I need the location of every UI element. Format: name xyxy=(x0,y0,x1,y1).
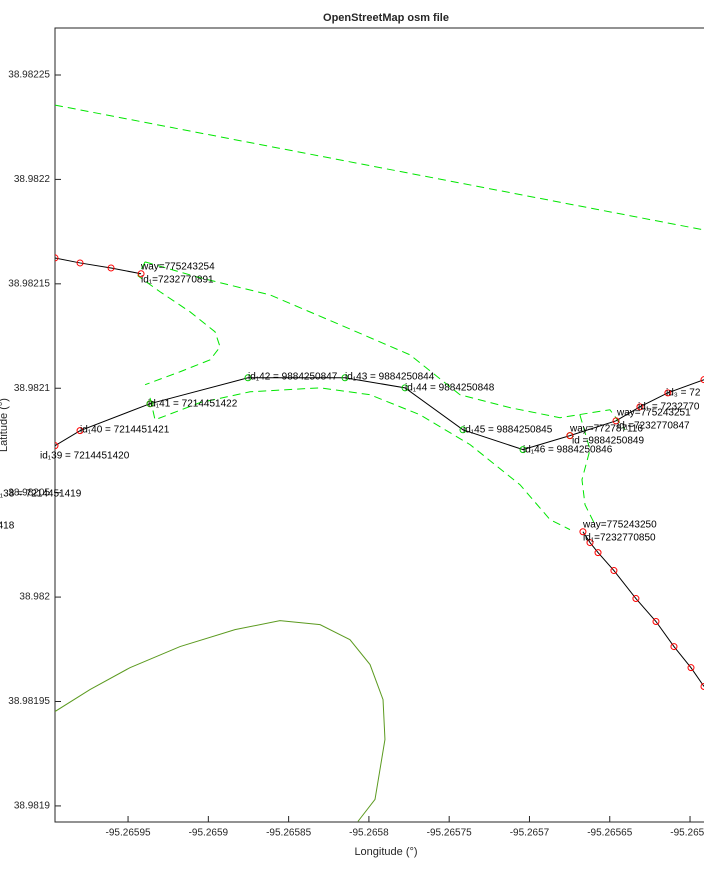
node-annotation: id₁=7232770847 xyxy=(617,421,690,432)
node-marker xyxy=(519,446,527,454)
node-annotation: id =9884250849 xyxy=(572,436,644,447)
node-marker xyxy=(632,595,640,603)
y-tick-label: 38.9821 xyxy=(14,383,51,394)
node-annotation: id₁46 = 9884250846 xyxy=(523,445,613,456)
node-annotation: id₁41 = 7214451422 xyxy=(148,399,238,410)
node-annotation: id₁=7232770850 xyxy=(583,533,656,544)
node-annotation: id₃ = 72 xyxy=(666,388,701,399)
x-tick-label: -95.26565 xyxy=(587,828,632,839)
node-annotation: id₁44 = 9884250848 xyxy=(405,383,495,394)
y-tick-label: 38.9822 xyxy=(14,174,51,185)
node-marker xyxy=(107,264,115,272)
node-marker xyxy=(636,403,644,411)
node-marker xyxy=(459,426,467,434)
way-line xyxy=(55,257,142,275)
chart-title: OpenStreetMap osm file xyxy=(323,12,449,24)
node-marker xyxy=(652,618,660,626)
x-tick-label: -95.2659 xyxy=(189,828,229,839)
y-tick-label: 38.9819 xyxy=(14,801,51,812)
way-line xyxy=(55,620,386,822)
node-marker xyxy=(700,376,704,384)
node-marker xyxy=(700,682,704,690)
node-marker xyxy=(341,374,349,382)
way-line xyxy=(149,377,571,451)
way-line xyxy=(569,379,704,437)
node-marker xyxy=(146,400,154,408)
node-marker xyxy=(579,528,587,536)
y-tick-label: 38.982 xyxy=(19,592,50,603)
x-tick-label: -95.26575 xyxy=(427,828,472,839)
node-marker xyxy=(687,664,695,672)
node-annotation: id₁42 = 9884250847 xyxy=(248,372,338,383)
node-annotation: id₁=7232770891 xyxy=(141,275,214,286)
node-annotation: id₁45 = 9884250845 xyxy=(463,425,553,436)
node-annotation: id₁43 = 9884250844 xyxy=(345,372,435,383)
way-line xyxy=(137,261,221,386)
y-tick-label: 38.98205 xyxy=(8,487,50,498)
node-annotation: id₁39 = 7214451420 xyxy=(40,451,130,462)
x-tick-label: -95.2656 xyxy=(670,828,704,839)
way-line xyxy=(55,104,704,231)
node-marker xyxy=(594,549,602,557)
node-marker xyxy=(610,567,618,575)
y-axis-label: Latitude (°) xyxy=(0,398,10,452)
node-marker xyxy=(76,259,84,267)
x-axis-label: Longitude (°) xyxy=(354,846,417,858)
node-annotation: way=775243250 xyxy=(582,520,657,531)
node-annotation: id₁ = 7232770 xyxy=(638,402,700,413)
y-tick-label: 38.98195 xyxy=(8,696,50,707)
node-marker xyxy=(55,254,59,262)
node-marker xyxy=(566,432,574,440)
node-annotation: way=775243251 xyxy=(616,408,691,419)
node-marker xyxy=(244,374,252,382)
node-annotation: id₁37 = 7214451418 xyxy=(0,521,15,532)
y-tick-label: 38.98225 xyxy=(8,70,50,81)
node-marker xyxy=(76,427,84,435)
node-annotation: id₁38 = 7214451419 xyxy=(0,489,82,500)
plot-area xyxy=(55,104,704,822)
node-annotation: id₁40 = 7214451421 xyxy=(80,425,170,436)
x-tick-label: -95.2657 xyxy=(510,828,550,839)
way-line xyxy=(582,531,704,687)
way-line xyxy=(144,261,626,431)
node-marker xyxy=(664,389,672,397)
x-tick-label: -95.26595 xyxy=(106,828,151,839)
node-marker xyxy=(586,539,594,547)
x-tick-label: -95.2658 xyxy=(349,828,389,839)
way-line xyxy=(579,414,596,525)
node-marker xyxy=(670,643,678,651)
way-line xyxy=(55,403,151,447)
way-line xyxy=(149,387,571,531)
node-annotation: way=772787116 xyxy=(569,424,643,435)
y-tick-label: 38.98215 xyxy=(8,278,50,289)
node-annotation: way=775243254 xyxy=(140,262,215,273)
node-marker xyxy=(401,384,409,392)
node-marker xyxy=(612,417,620,425)
x-tick-label: -95.26585 xyxy=(266,828,311,839)
node-marker xyxy=(137,270,145,278)
node-marker xyxy=(55,442,59,450)
